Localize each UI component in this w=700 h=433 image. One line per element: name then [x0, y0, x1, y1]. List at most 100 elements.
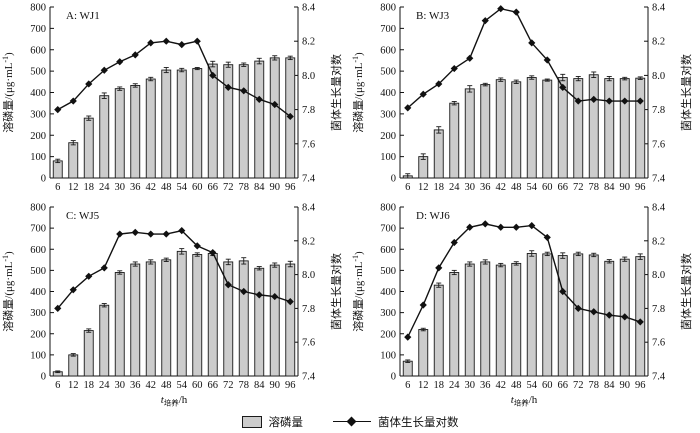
- bar: [449, 272, 460, 377]
- right-tick-label: 7.4: [652, 372, 666, 383]
- bar: [449, 102, 460, 179]
- bar: [68, 142, 79, 179]
- diamond-marker: [559, 83, 567, 91]
- bar: [223, 64, 234, 179]
- x-tick-label: 6: [405, 380, 410, 391]
- diamond-marker: [209, 71, 217, 79]
- x-tick-label: 30: [115, 182, 126, 193]
- x-tick-label: 96: [285, 380, 296, 391]
- diamond-marker: [271, 292, 279, 301]
- diamond-marker: [271, 100, 279, 109]
- left-tick-label: 200: [380, 329, 396, 340]
- diamond-marker: [404, 333, 412, 341]
- diamond-marker: [224, 281, 232, 289]
- right-tick-label: 7.6: [652, 139, 665, 150]
- x-tick-label: 54: [527, 380, 538, 391]
- bar: [433, 129, 444, 179]
- x-tick-label: 66: [558, 380, 569, 391]
- bar: [99, 95, 110, 179]
- subplot-d-svg: 0 100 200 300 400 500 600 700 800 7.4 7.6 7.8 8.0 8.2…: [351, 203, 693, 408]
- left-tick-label: 400: [380, 287, 396, 298]
- diamond-marker: [85, 80, 93, 88]
- diamond-marker: [543, 56, 551, 64]
- x-tick-label: 90: [270, 182, 281, 193]
- x-tick-label: 84: [254, 182, 265, 193]
- left-tick-label: 0: [41, 174, 46, 185]
- x-tick-label: 36: [480, 380, 491, 391]
- bar: [635, 77, 646, 179]
- left-tick-label: 800: [30, 203, 46, 214]
- diamond-marker: [574, 97, 582, 105]
- diamond-marker: [497, 5, 505, 13]
- left-tick-label: 600: [380, 245, 396, 256]
- subplot-b-wj3: 0 100 200 300 400 500 600 700 800 7.4 7.6 7.8 8.0 8.2…: [350, 0, 700, 200]
- left-tick-label: 600: [30, 245, 46, 256]
- right-tick-label: 7.8: [302, 304, 315, 315]
- right-tick-label: 8.0: [302, 71, 315, 82]
- diamond-marker: [69, 286, 77, 294]
- x-tick-label: 30: [115, 380, 126, 391]
- x-tick-label: 6: [405, 182, 410, 193]
- x-tick-label: 24: [99, 182, 110, 193]
- diamond-marker: [605, 97, 613, 105]
- bar: [207, 253, 218, 377]
- diamond-marker: [512, 223, 520, 231]
- left-tick-label: 800: [30, 3, 46, 14]
- diamond-marker: [147, 39, 155, 47]
- x-axis-label: t培养/h: [511, 394, 538, 408]
- left-tick-label: 800: [380, 3, 396, 14]
- x-tick-label: 36: [130, 182, 141, 193]
- bar: [161, 259, 172, 377]
- x-tick-label: 60: [192, 380, 203, 391]
- growth-line: [57, 229, 291, 309]
- left-tick-label: 700: [380, 224, 396, 235]
- subplot-d-wj6: 0 100 200 300 400 500 600 700 800 7.4 7.6 7.8 8.0 8.2…: [350, 200, 700, 410]
- right-tick-label: 8.0: [652, 270, 665, 281]
- diamond-marker: [255, 95, 263, 103]
- left-tick-label: 200: [30, 131, 46, 142]
- x-tick-label: 42: [496, 182, 507, 193]
- left-tick-label: 100: [380, 350, 396, 361]
- growth-line: [407, 7, 641, 109]
- left-tick-label: 500: [380, 67, 396, 78]
- legend-line-label: 菌体生长量对数: [378, 416, 459, 429]
- bar: [145, 78, 156, 179]
- legend: 溶磷量 菌体生长量对数: [0, 410, 700, 433]
- subplot-title: D: WJ6: [416, 210, 450, 222]
- bar: [176, 69, 187, 179]
- left-y-axis-label: 溶磷量/(μg·mL-1): [351, 52, 365, 133]
- left-tick-label: 500: [30, 266, 46, 277]
- diamond-marker: [178, 227, 186, 235]
- diamond-marker: [69, 97, 77, 105]
- x-tick-label: 72: [223, 182, 234, 193]
- left-tick-label: 300: [380, 308, 396, 319]
- x-tick-label: 18: [84, 182, 95, 193]
- bar: [254, 60, 265, 179]
- x-tick-label: 84: [604, 380, 615, 391]
- x-tick-label: 30: [465, 182, 476, 193]
- diamond-marker: [636, 97, 644, 105]
- bar: [68, 354, 79, 377]
- subplot-a-wj1: 0 100 200 300 400 500 600 700 800 7.4 7.6 7.8 8.0 8.2…: [0, 0, 350, 200]
- diamond-marker: [54, 106, 62, 114]
- diamond-marker: [636, 318, 644, 326]
- left-tick-label: 300: [30, 109, 46, 120]
- diamond-marker: [466, 223, 474, 231]
- bar: [418, 329, 429, 377]
- subplot-b-svg: 0 100 200 300 400 500 600 700 800 7.4 7.6 7.8 8.0 8.2…: [351, 3, 693, 194]
- x-tick-label: 12: [68, 380, 79, 391]
- left-tick-label: 100: [30, 350, 46, 361]
- diamond-marker: [590, 95, 598, 103]
- x-tick-label: 78: [239, 182, 250, 193]
- bar: [402, 360, 413, 377]
- left-y-axis-label: 溶磷量/(μg·mL-1): [351, 251, 365, 332]
- diamond-marker: [286, 298, 294, 306]
- diamond-marker: [481, 17, 489, 25]
- diamond-marker: [240, 287, 248, 296]
- x-tick-label: 54: [177, 182, 188, 193]
- bar: [511, 81, 522, 179]
- right-tick-label: 7.4: [652, 174, 666, 185]
- x-tick-label: 18: [84, 380, 95, 391]
- bar: [192, 254, 203, 377]
- x-tick-label: 96: [635, 182, 646, 193]
